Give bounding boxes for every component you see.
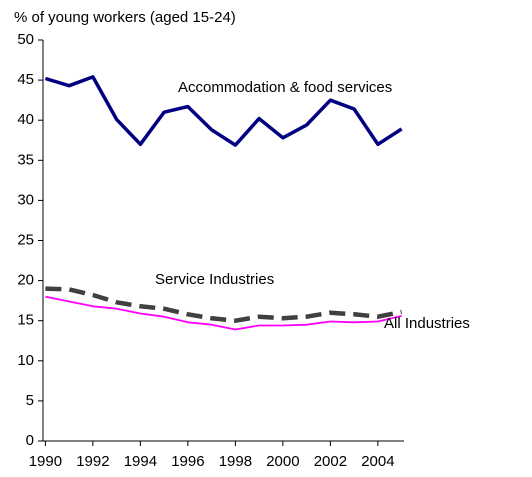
x-tick-label: 2004 <box>361 453 394 470</box>
y-tick-label: 50 <box>17 31 34 48</box>
series-label: Accommodation & food services <box>178 79 392 96</box>
x-tick-label: 1994 <box>124 453 157 470</box>
y-tick-label: 25 <box>17 231 34 248</box>
x-tick-label: 2002 <box>314 453 347 470</box>
series-label: All Industries <box>384 315 470 332</box>
x-tick-label: 1992 <box>76 453 109 470</box>
series-line <box>45 295 402 331</box>
series-label: Service Industries <box>155 271 274 288</box>
y-axis-label: % of young workers (aged 15-24) <box>14 9 236 26</box>
y-tick-label: 35 <box>17 151 34 168</box>
x-tick-label: 1990 <box>29 453 62 470</box>
x-tick-label: 1998 <box>219 453 252 470</box>
y-tick-label: 0 <box>26 432 34 449</box>
x-tick-label: 2000 <box>266 453 299 470</box>
x-tick-label: 1996 <box>171 453 204 470</box>
y-tick-label: 5 <box>26 392 34 409</box>
y-tick-label: 15 <box>17 312 34 329</box>
y-tick-label: 10 <box>17 352 34 369</box>
series-line <box>44 75 403 147</box>
series-line <box>45 286 403 323</box>
y-tick-label: 45 <box>17 71 34 88</box>
y-tick-label: 40 <box>17 111 34 128</box>
y-tick-label: 30 <box>17 191 34 208</box>
y-tick-label: 20 <box>17 272 34 289</box>
